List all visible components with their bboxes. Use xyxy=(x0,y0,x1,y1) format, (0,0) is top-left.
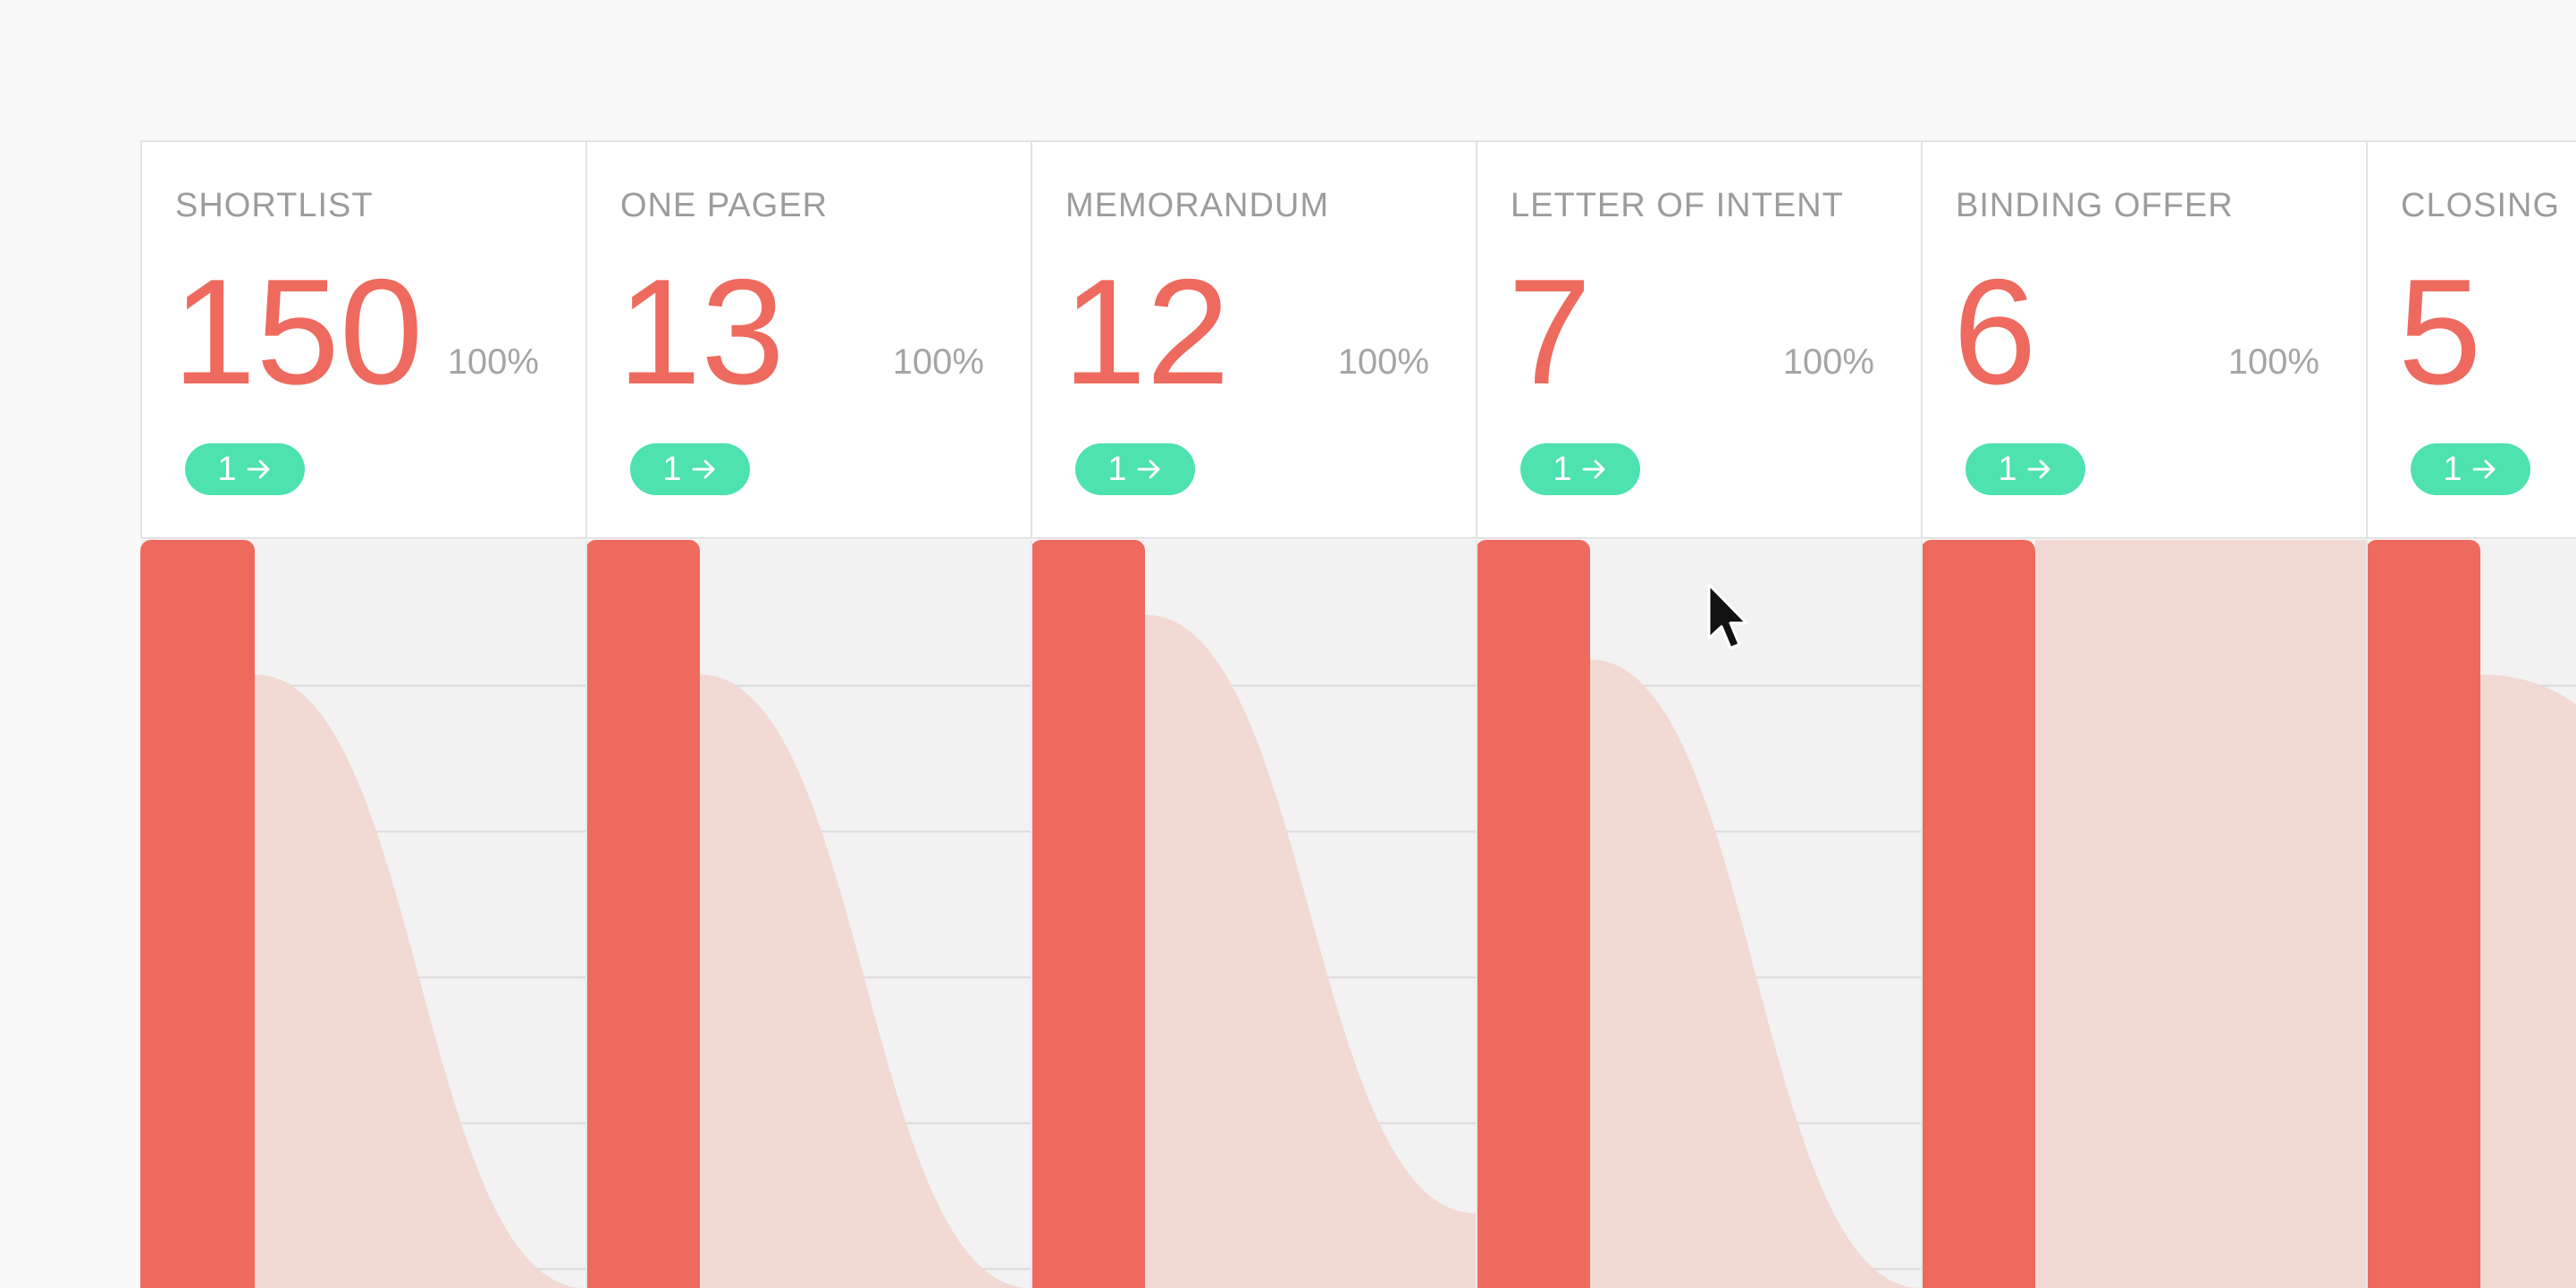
pill-count: 1 xyxy=(1553,450,1572,488)
stage-name: MEMORANDUM xyxy=(1065,187,1329,224)
stage-card-one-pager[interactable]: ONE PAGER 13 100% 1 xyxy=(585,140,1031,539)
stage-percent: 100% xyxy=(1337,342,1429,382)
arrow-right-icon xyxy=(2027,459,2050,479)
stage-count: 5 xyxy=(2398,248,2482,416)
flow-area xyxy=(1145,614,1476,1288)
advance-pill-button[interactable]: 1 xyxy=(1966,443,2085,495)
stage-name: ONE PAGER xyxy=(620,187,829,224)
advance-pill-button[interactable]: 1 xyxy=(2411,443,2530,495)
stage-card-binding-offer[interactable]: BINDING OFFER 6 100% 1 xyxy=(1921,140,2366,539)
advance-pill-button[interactable]: 1 xyxy=(185,443,305,495)
stage-card-shortlist[interactable]: SHORTLIST 150 100% 1 xyxy=(140,140,585,539)
stage-bar xyxy=(140,540,255,1288)
flow-area xyxy=(2035,540,2366,1288)
stage-percent: 100% xyxy=(892,342,984,382)
stage-card-closing[interactable]: CLOSING5100%1 xyxy=(2366,140,2576,539)
mouse-pointer-icon xyxy=(1707,583,1748,650)
stage-count: 12 xyxy=(1063,248,1230,416)
stage-card-letter-of-intent[interactable]: LETTER OF INTENT 7 100% 1 xyxy=(1476,140,1921,539)
pill-count: 1 xyxy=(662,450,682,488)
funnel-chart xyxy=(140,540,2576,1288)
stage-name: CLOSING xyxy=(2401,187,2561,224)
arrow-right-icon xyxy=(247,459,270,479)
pill-count: 1 xyxy=(217,450,237,488)
stage-bar xyxy=(2366,540,2480,1288)
stage-name: BINDING OFFER xyxy=(1956,187,2234,224)
stage-count: 13 xyxy=(618,248,785,416)
stage-percent: 100% xyxy=(2227,342,2319,382)
pipeline-board: SHORTLIST 150 100% 1 ONE PAGER 13 100% 1 MEMORAN… xyxy=(140,140,2576,1288)
stage-name: LETTER OF INTENT xyxy=(1511,187,1844,224)
arrow-right-icon xyxy=(1582,459,1605,479)
stage-card-memorandum[interactable]: MEMORANDUM 12 100% 1 xyxy=(1031,140,1476,539)
stage-bar xyxy=(1476,540,1590,1288)
advance-pill-button[interactable]: 1 xyxy=(630,443,750,495)
flow-area xyxy=(700,674,1031,1288)
pill-count: 1 xyxy=(2443,450,2462,488)
pill-count: 1 xyxy=(1998,450,2017,488)
stage-percent: 100% xyxy=(1782,342,1874,382)
stage-bar xyxy=(1921,540,2035,1288)
advance-pill-button[interactable]: 1 xyxy=(1520,443,1640,495)
flow-area xyxy=(2480,674,2576,1288)
arrow-right-icon xyxy=(1137,459,1160,479)
stage-bar xyxy=(1031,540,1145,1288)
arrow-right-icon xyxy=(2472,459,2496,479)
stage-name: SHORTLIST xyxy=(175,187,374,224)
stage-percent: 100% xyxy=(447,342,539,382)
flow-area xyxy=(255,674,585,1288)
stage-headers: SHORTLIST 150 100% 1 ONE PAGER 13 100% 1 MEMORAN… xyxy=(140,140,2576,541)
stage-bar xyxy=(585,540,700,1288)
stage-count: 7 xyxy=(1508,248,1592,416)
pill-count: 1 xyxy=(1107,450,1127,488)
stage-count: 6 xyxy=(1953,248,2037,416)
stage-count: 150 xyxy=(173,248,424,416)
advance-pill-button[interactable]: 1 xyxy=(1075,443,1195,495)
arrow-right-icon xyxy=(692,459,715,479)
